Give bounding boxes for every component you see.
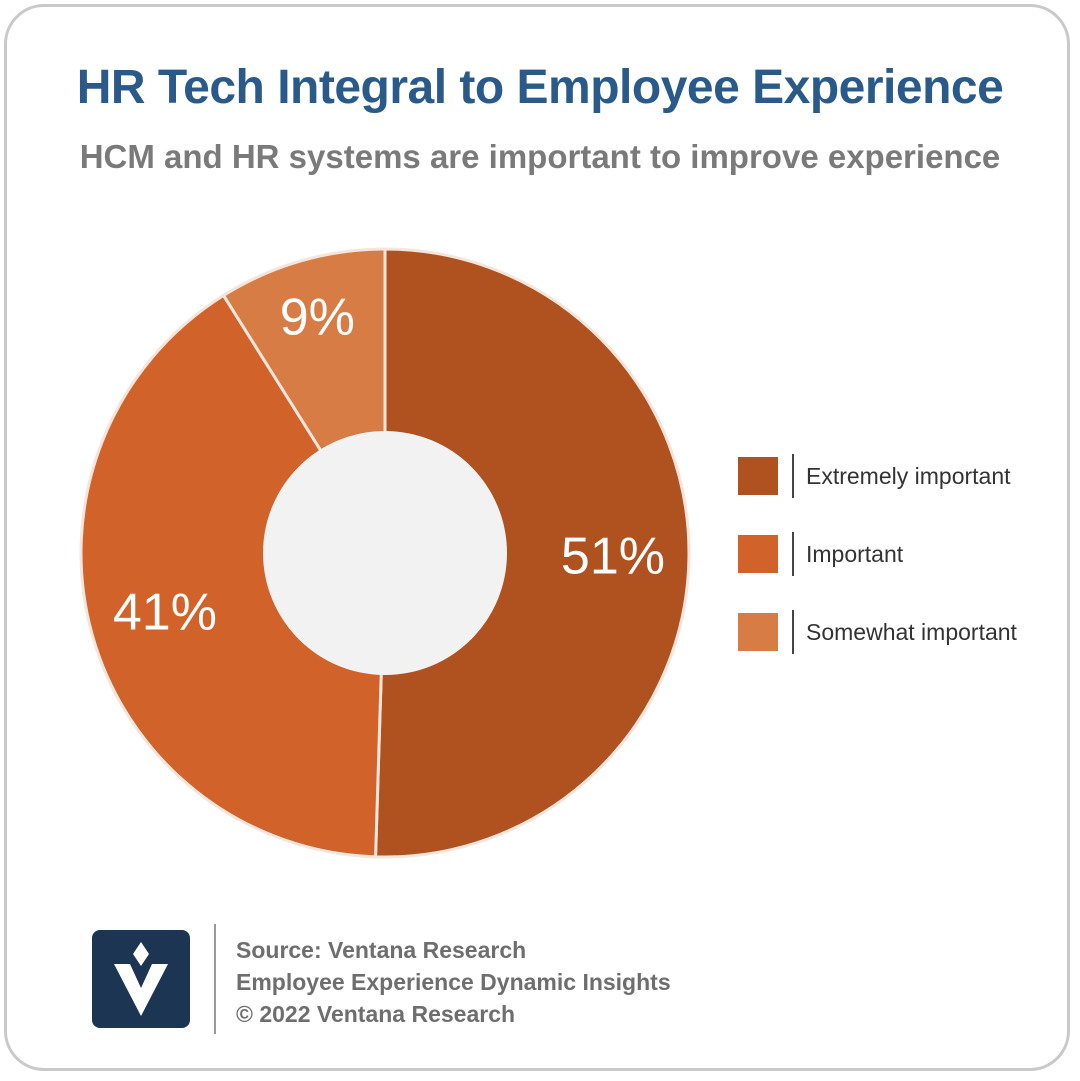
legend-swatch-important <box>738 535 778 573</box>
legend-divider <box>792 454 794 498</box>
data-label-extremely-important: 51% <box>561 528 665 586</box>
legend-label-important: Important <box>806 540 904 567</box>
chart-subtitle: HCM and HR systems are important to impr… <box>79 138 1001 175</box>
footer-report: Employee Experience Dynamic Insights <box>236 969 671 995</box>
footer-divider <box>214 924 216 1034</box>
data-label-important: 41% <box>113 584 217 642</box>
data-label-somewhat-important: 9% <box>280 289 355 347</box>
legend-item-important: Important <box>738 530 1017 578</box>
footer-source-block: Source: Ventana Research Employee Experi… <box>236 934 671 1030</box>
legend-label-extremely-important: Extremely important <box>806 462 1011 489</box>
legend-swatch-extremely-important <box>738 457 778 495</box>
legend-label-somewhat-important: Somewhat important <box>806 618 1017 645</box>
footer-copyright: © 2022 Ventana Research <box>236 1001 516 1027</box>
legend-divider <box>792 532 794 576</box>
footer-source: Source: Ventana Research <box>236 937 527 963</box>
slice-important <box>79 293 387 859</box>
slice-extremely-important <box>374 247 691 859</box>
chart-legend: Extremely important Important Somewhat i… <box>738 452 1017 686</box>
legend-swatch-somewhat-important <box>738 613 778 651</box>
legend-item-somewhat-important: Somewhat important <box>738 608 1017 656</box>
ventana-v-logo-icon <box>92 930 190 1028</box>
legend-item-extremely-important: Extremely important <box>738 452 1017 500</box>
donut-hole <box>263 431 507 675</box>
legend-divider <box>792 610 794 654</box>
chart-title: HR Tech Integral to Employee Experience <box>76 61 1004 114</box>
donut-chart: 51% 41% 9% <box>79 247 691 859</box>
